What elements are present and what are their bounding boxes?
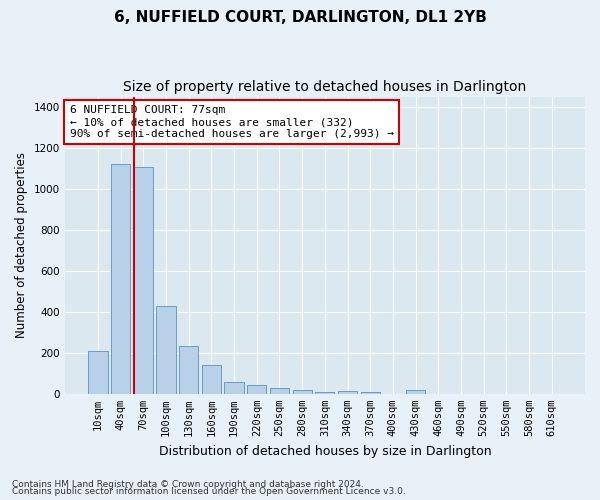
Text: Contains HM Land Registry data © Crown copyright and database right 2024.: Contains HM Land Registry data © Crown c… <box>12 480 364 489</box>
Bar <box>338 391 357 394</box>
Y-axis label: Number of detached properties: Number of detached properties <box>15 152 28 338</box>
Bar <box>270 388 289 394</box>
Bar <box>157 306 176 394</box>
Bar <box>361 392 380 394</box>
Text: Contains public sector information licensed under the Open Government Licence v3: Contains public sector information licen… <box>12 488 406 496</box>
Text: 6, NUFFIELD COURT, DARLINGTON, DL1 2YB: 6, NUFFIELD COURT, DARLINGTON, DL1 2YB <box>113 10 487 25</box>
X-axis label: Distribution of detached houses by size in Darlington: Distribution of detached houses by size … <box>158 444 491 458</box>
Bar <box>315 392 334 394</box>
Title: Size of property relative to detached houses in Darlington: Size of property relative to detached ho… <box>123 80 526 94</box>
Bar <box>179 346 199 394</box>
Bar <box>134 168 153 394</box>
Bar <box>88 351 107 394</box>
Bar <box>224 382 244 394</box>
Bar <box>293 390 312 394</box>
Bar <box>406 390 425 394</box>
Bar <box>202 365 221 394</box>
Bar <box>111 164 130 394</box>
Bar <box>247 385 266 394</box>
Text: 6 NUFFIELD COURT: 77sqm
← 10% of detached houses are smaller (332)
90% of semi-d: 6 NUFFIELD COURT: 77sqm ← 10% of detache… <box>70 106 394 138</box>
